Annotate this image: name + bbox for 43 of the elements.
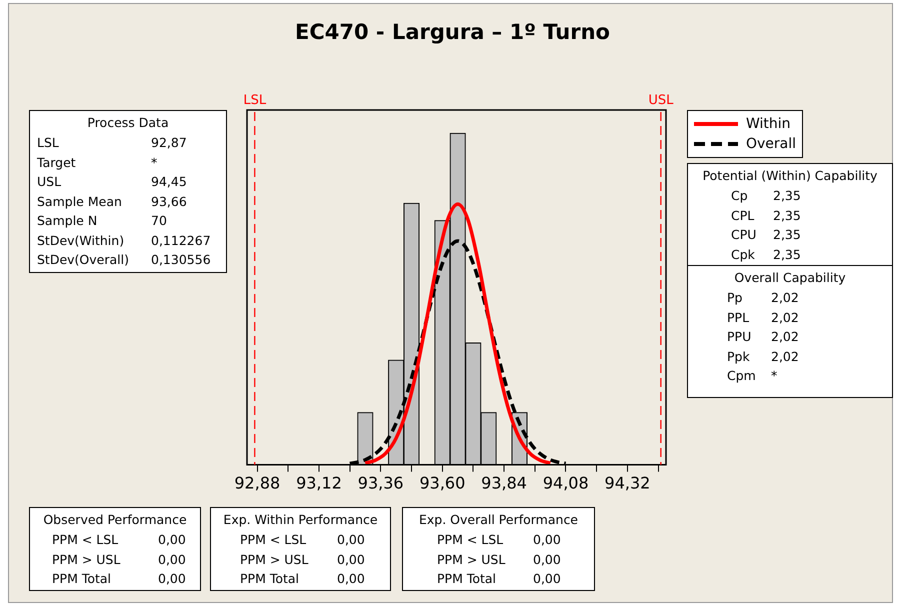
text: PPM > USL 0,00 xyxy=(51,550,187,568)
text: PPM > USL 0,00 xyxy=(239,550,366,568)
x-tick-label: 94,32 xyxy=(604,474,650,493)
text: Potential (Within) Capability xyxy=(702,168,878,183)
x-tick-label: 94,08 xyxy=(542,474,589,493)
text: StDev(Overall) 0,130556 xyxy=(36,251,212,269)
text: Cpm * xyxy=(726,367,778,385)
text: Cp 2,35 xyxy=(730,187,802,205)
chart-title: EC470 - Largura – 1º Turno xyxy=(294,20,611,44)
text: USL 94,45 xyxy=(36,173,188,191)
ref-line-label: LSL xyxy=(243,92,267,108)
text: PPL 2,02 xyxy=(726,308,800,326)
text: Sample N 70 xyxy=(36,212,168,230)
x-tick-label: 93,60 xyxy=(419,474,466,493)
text: PPM Total 0,00 xyxy=(51,570,187,588)
text: Observed Performance xyxy=(42,512,188,527)
text: Exp. Within Performance xyxy=(222,512,379,527)
text: Cpk 2,35 xyxy=(730,246,802,264)
text: Target * xyxy=(36,154,158,172)
text: PPM > USL 0,00 xyxy=(436,550,562,568)
text: PPM < LSL 0,00 xyxy=(436,531,562,549)
text: PPU 2,02 xyxy=(726,328,800,346)
text: Pp 2,02 xyxy=(726,289,800,307)
text: Sample Mean 93,66 xyxy=(36,192,188,211)
text: Exp. Overall Performance xyxy=(418,512,580,527)
text: Overall Capability xyxy=(733,270,847,285)
text: CPU 2,35 xyxy=(730,226,802,244)
text: StDev(Within) 0,112267 xyxy=(36,232,212,250)
text: Ppk 2,02 xyxy=(726,348,800,366)
text: LSL 92,87 xyxy=(36,134,188,152)
text: PPM < LSL 0,00 xyxy=(51,531,187,549)
text: PPM Total 0,00 xyxy=(239,570,366,588)
x-tick-label: 93,84 xyxy=(481,474,527,493)
legend-label: Overall xyxy=(746,136,796,152)
text: PPM Total 0,00 xyxy=(436,570,562,588)
text: PPM < LSL 0,00 xyxy=(239,531,366,549)
text: CPL 2,35 xyxy=(730,206,802,224)
x-tick-label: 92,88 xyxy=(234,474,280,493)
legend-label: Within xyxy=(746,116,791,132)
ref-line-label: USL xyxy=(648,92,674,108)
x-tick-label: 93,12 xyxy=(296,474,342,493)
x-tick-label: 93,36 xyxy=(358,474,404,493)
text: Process Data xyxy=(86,115,170,130)
